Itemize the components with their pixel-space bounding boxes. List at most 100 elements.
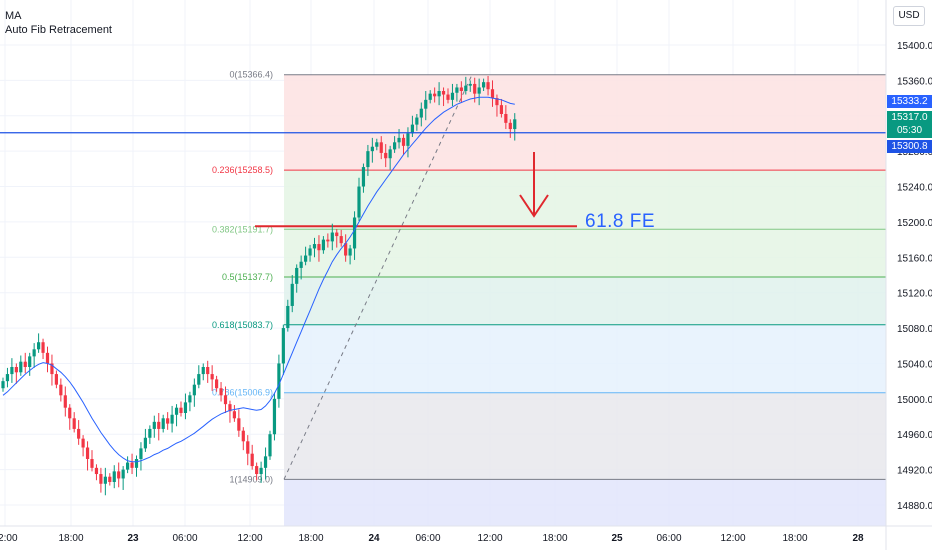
candle-body	[188, 395, 192, 403]
candle-body	[424, 99, 428, 109]
candle-body	[219, 388, 223, 396]
candle-body	[428, 93, 432, 100]
candle-body	[459, 87, 463, 91]
candle-body	[401, 137, 406, 146]
x-tick-label: 18:00	[58, 533, 83, 544]
candle-body	[513, 119, 517, 130]
candle-body	[255, 466, 259, 475]
price-axis[interactable]: 15400.015360.015320.015280.015240.015200…	[885, 0, 932, 550]
candle-body	[450, 92, 455, 100]
candle-body	[348, 248, 352, 256]
fib-retracement: 0(15366.4) 0.236(15258.5) 0.382(15191.7) 0.…	[212, 70, 886, 526]
candle-body	[134, 459, 139, 468]
candle-body	[59, 384, 63, 396]
candle-body	[170, 414, 174, 424]
candle-body	[388, 149, 392, 159]
fe-annotation: 61.8 FE	[585, 211, 656, 232]
y-tick-label: 14960.0	[897, 430, 932, 441]
candle-body	[179, 407, 183, 413]
candle-body	[482, 82, 486, 88]
candle-body	[5, 374, 10, 382]
candle-body	[455, 87, 459, 93]
candle-body	[504, 114, 508, 123]
candle-body	[103, 476, 107, 484]
x-tick-label: 18:00	[782, 533, 807, 544]
candle-body	[250, 453, 254, 467]
candle-body	[19, 361, 23, 373]
candle-body	[410, 124, 414, 134]
candle-body	[81, 438, 85, 448]
y-tick-label: 15000.0	[897, 395, 932, 406]
currency-button[interactable]: USD	[893, 6, 925, 26]
candle-body	[37, 342, 41, 350]
candle-body	[139, 448, 143, 459]
candle-body	[45, 352, 50, 364]
candle-body	[94, 467, 99, 475]
candle-body	[263, 456, 268, 468]
ma-price-tag: 15333.2	[887, 95, 932, 108]
candle-body	[68, 407, 72, 419]
candle-body	[192, 384, 196, 396]
candle-body	[499, 105, 503, 114]
candle-body	[281, 328, 285, 364]
down-arrow-icon	[519, 152, 549, 218]
candle-body	[152, 421, 156, 429]
fib-zone	[284, 324, 886, 393]
last-price: 15317.0	[891, 112, 928, 123]
candle-body	[23, 361, 27, 367]
candle-body	[473, 83, 477, 94]
time-axis[interactable]: 12:00 18:00 23 06:00 12:00 18:00 24 06:00 12:00 1…	[0, 525, 932, 544]
candle-body	[206, 367, 210, 375]
candle-body	[486, 82, 490, 90]
legend-auto-fib[interactable]: Auto Fib Retracement	[5, 24, 112, 36]
candle-body	[477, 87, 481, 94]
candle-body	[130, 462, 134, 468]
candles	[1, 75, 517, 496]
x-tick-label: 24	[368, 533, 380, 544]
candle-body	[85, 447, 90, 459]
candle-body	[370, 146, 374, 152]
fib-zone	[284, 392, 886, 480]
candle-body	[339, 236, 343, 244]
indicator-legend: MA Auto Fib Retracement	[5, 9, 112, 37]
candle-body	[108, 476, 112, 482]
candle-body	[375, 142, 379, 147]
x-tick-label: 23	[127, 533, 139, 544]
legend-ma[interactable]: MA	[5, 10, 22, 22]
candle-body	[361, 167, 366, 187]
candle-body	[286, 305, 290, 329]
x-tick-label: 12:00	[720, 533, 745, 544]
candle-body	[468, 83, 472, 86]
candle-body	[393, 142, 397, 150]
x-tick-label: 06:00	[656, 533, 681, 544]
candle-body	[63, 395, 67, 408]
y-tick-label: 15240.0	[897, 183, 932, 194]
candle-body	[352, 217, 357, 249]
candle-body	[268, 434, 272, 457]
fib-level-label: 0.786(15006.9)	[212, 388, 273, 398]
x-tick-label: 12:00	[0, 533, 18, 544]
x-tick-label: 18:00	[542, 533, 567, 544]
candle-body	[72, 418, 76, 429]
candle-body	[299, 261, 303, 268]
candle-body	[183, 402, 188, 413]
fib-level-label: 1(14909.0)	[229, 474, 273, 484]
x-tick-label: 06:00	[415, 533, 440, 544]
candle-body	[241, 430, 245, 442]
x-tick-label: 18:00	[298, 533, 323, 544]
candle-body	[143, 437, 147, 449]
candle-body	[379, 142, 383, 153]
last-price-tag: 15317.0 05:30	[887, 111, 932, 138]
candle-body	[495, 98, 499, 106]
candle-body	[161, 418, 165, 429]
x-tick-label: 12:00	[477, 533, 502, 544]
y-tick-label: 15200.0	[897, 218, 932, 229]
candle-body	[406, 133, 410, 146]
x-tick-label: 12:00	[237, 533, 262, 544]
candle-body	[121, 469, 125, 479]
candle-body	[397, 137, 401, 143]
candle-body	[277, 363, 281, 399]
candle-body	[1, 381, 5, 389]
x-tick-label: 28	[852, 533, 864, 544]
